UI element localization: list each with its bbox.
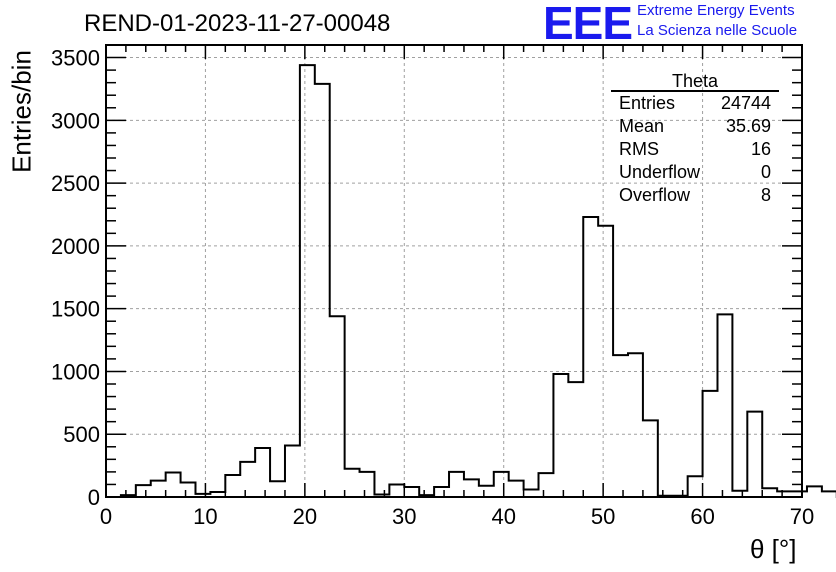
stats-value: 16 (750, 139, 771, 159)
stats-value: 0 (760, 162, 771, 182)
axis-ticks: 0 10 20 30 40 50 60 70 0 500 1000 1500 2000 2500 3000 3… (51, 44, 814, 529)
x-tick-label: 60 (690, 504, 714, 529)
org-line-2: La Scienza nelle Scuole (637, 22, 798, 39)
org-line-1: Extreme Energy Events (637, 2, 795, 19)
stats-value: 35.69 (725, 116, 771, 136)
x-tick-label: 50 (591, 504, 615, 529)
stats-box: Theta Entries 24744 Mean 35.69 RMS 16 Un… (611, 72, 779, 207)
y-tick-label: 3500 (51, 46, 100, 71)
stats-label: Underflow (619, 162, 701, 182)
stats-value: 24744 (720, 93, 771, 113)
histogram-series (106, 64, 836, 498)
y-tick-label: 3000 (51, 108, 100, 133)
y-tick-label: 1500 (51, 297, 100, 322)
eee-logo: EEE (543, 0, 633, 49)
x-axis-label: θ [°] (750, 534, 797, 564)
x-tick-label: 70 (790, 504, 814, 529)
stats-row-mean: Mean 35.69 (611, 115, 779, 138)
stats-row-underflow: Underflow 0 (611, 161, 779, 184)
x-tick-label: 0 (100, 504, 112, 529)
y-tick-label: 0 (88, 485, 100, 510)
y-axis-label: Entries/bin (6, 50, 37, 173)
stats-row-overflow: Overflow 8 (611, 184, 779, 207)
stats-row-entries: Entries 24744 (611, 92, 779, 115)
stats-label: RMS (619, 139, 659, 159)
y-tick-label: 2000 (51, 234, 100, 259)
grid-lines (106, 45, 802, 497)
stats-label: Overflow (619, 185, 691, 205)
run-title: REND-01-2023-11-27-00048 (84, 10, 391, 37)
stats-label: Entries (619, 93, 676, 113)
y-tick-label: 2500 (51, 171, 100, 196)
stats-row-rms: RMS 16 (611, 138, 779, 161)
y-tick-label: 1000 (51, 359, 100, 384)
stats-label: Mean (619, 116, 665, 136)
x-tick-label: 40 (491, 504, 515, 529)
stats-title: Theta (611, 72, 779, 92)
x-tick-label: 20 (293, 504, 317, 529)
x-tick-label: 10 (193, 504, 217, 529)
y-tick-label: 500 (63, 422, 100, 447)
x-tick-label: 30 (392, 504, 416, 529)
stats-value: 8 (760, 185, 771, 205)
